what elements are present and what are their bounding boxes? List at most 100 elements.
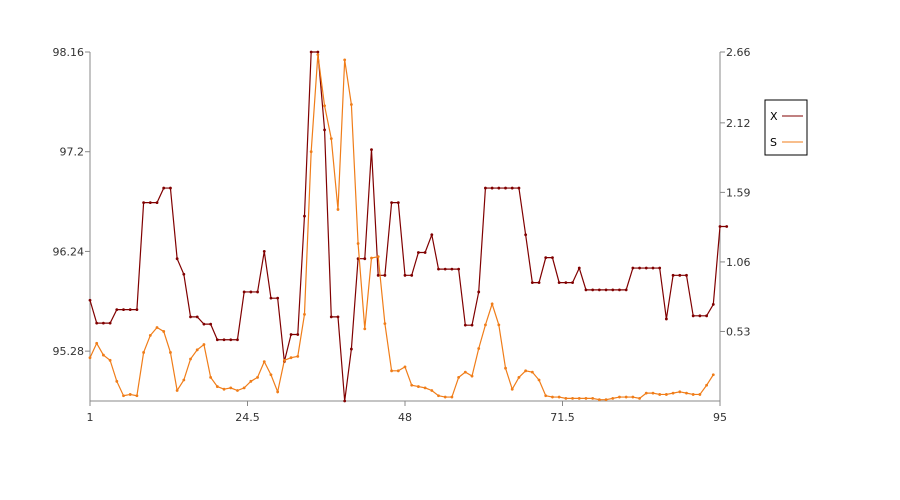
- y-right-tick-label: 2.66: [726, 46, 751, 59]
- series-x-point: [577, 266, 581, 270]
- series-x-point: [443, 267, 447, 271]
- series-x-point: [430, 233, 434, 237]
- x-tick-label: 24.5: [235, 411, 260, 424]
- series-s-point: [390, 369, 393, 373]
- series-s-point: [658, 393, 662, 396]
- series-x-point: [222, 338, 226, 342]
- series-x-point: [551, 256, 554, 260]
- series-x-point: [698, 314, 702, 318]
- series-x-point: [95, 321, 99, 325]
- series-s-point: [383, 322, 387, 325]
- series-x-point: [182, 272, 186, 276]
- series-x-point: [571, 281, 574, 284]
- y-left-tick-label: 95.28: [53, 345, 85, 358]
- series-x-point: [242, 290, 246, 294]
- series-s-point: [356, 242, 360, 245]
- series-s-point: [597, 398, 601, 402]
- series-s-point: [631, 395, 635, 399]
- series-x-point: [591, 288, 595, 292]
- series-x-point: [618, 288, 621, 292]
- series-s-point: [262, 360, 266, 364]
- y-left-tick-label: 96.24: [53, 245, 85, 258]
- series-s-point: [195, 348, 199, 352]
- series-x-point: [564, 281, 568, 284]
- y-right-tick-label: 2.12: [726, 117, 751, 130]
- series-x: [88, 50, 729, 403]
- series-s-point: [296, 354, 300, 358]
- series-x-point: [343, 399, 347, 403]
- series-s-point: [490, 302, 494, 306]
- series-s-point: [530, 370, 534, 374]
- series-s-point: [336, 208, 340, 211]
- series-x-point: [349, 347, 353, 351]
- series-s-point: [182, 378, 186, 382]
- series-x-point: [289, 333, 293, 336]
- series-s-point: [450, 395, 454, 399]
- series-x-point: [437, 267, 440, 271]
- legend-box: [764, 99, 808, 156]
- series-s-point: [349, 103, 353, 106]
- series-x-point: [685, 273, 688, 277]
- series-s-point: [88, 356, 92, 360]
- series-s-point: [577, 396, 581, 400]
- series-x-point: [517, 186, 521, 190]
- series-s-point: [236, 389, 239, 392]
- series-x-point: [309, 50, 313, 54]
- series-x-point: [477, 290, 481, 294]
- series-x-point: [142, 201, 146, 205]
- series-s-point: [711, 373, 715, 377]
- series-x-point: [195, 315, 199, 319]
- series-s-point: [169, 351, 172, 354]
- series-s-point: [276, 390, 280, 394]
- series-x-point: [108, 321, 112, 325]
- series-s-point: [571, 396, 574, 400]
- series-s-point: [457, 375, 461, 379]
- series-s-point: [524, 369, 528, 373]
- series-x-point: [370, 148, 373, 152]
- series-x-point: [718, 225, 722, 228]
- series-s-point: [504, 366, 507, 370]
- series-x-point: [530, 281, 534, 284]
- series-s-point: [376, 255, 380, 259]
- series-s-point: [102, 353, 105, 357]
- series-s-point: [410, 383, 414, 387]
- series-x-point: [457, 267, 461, 271]
- x-tick-label: 95: [713, 411, 727, 424]
- series-s-point: [289, 356, 293, 360]
- series-s-point: [470, 374, 474, 378]
- series-s-point: [698, 393, 702, 396]
- axes: [89, 52, 721, 402]
- y-right-tick-label: 1.06: [726, 256, 751, 269]
- series-x-point: [189, 315, 192, 319]
- series-s-point: [611, 396, 615, 400]
- series-layer: [88, 50, 729, 403]
- y-right-tick-label: 0.53: [726, 325, 751, 338]
- series-x-point: [316, 50, 320, 54]
- series-x-point: [329, 315, 333, 319]
- series-s-point: [564, 396, 568, 400]
- series-s-point: [463, 370, 467, 374]
- series-s-point: [484, 323, 487, 327]
- series-x-point: [504, 186, 507, 190]
- series-x-point: [122, 308, 125, 311]
- series-x-point: [678, 273, 682, 277]
- series-s-point: [417, 385, 420, 388]
- series-x-point: [249, 290, 253, 294]
- series-s-point: [229, 386, 233, 390]
- x-tick-label: 71.5: [550, 411, 575, 424]
- series-s-point: [343, 58, 347, 62]
- series-s-point: [303, 313, 306, 316]
- series-s-point: [175, 389, 179, 392]
- y-left-tick-label: 98.16: [53, 46, 85, 59]
- series-x-point: [651, 266, 655, 270]
- series-x-point: [269, 296, 273, 300]
- series-s-point: [537, 378, 541, 382]
- series-s-point: [215, 385, 219, 388]
- series-x-point: [597, 288, 601, 292]
- series-x-point: [631, 266, 635, 270]
- series-s-point: [269, 373, 273, 377]
- series-x-point: [484, 186, 487, 190]
- series-s-point: [517, 375, 521, 379]
- series-x-point: [691, 314, 695, 318]
- series-x-point: [664, 317, 668, 321]
